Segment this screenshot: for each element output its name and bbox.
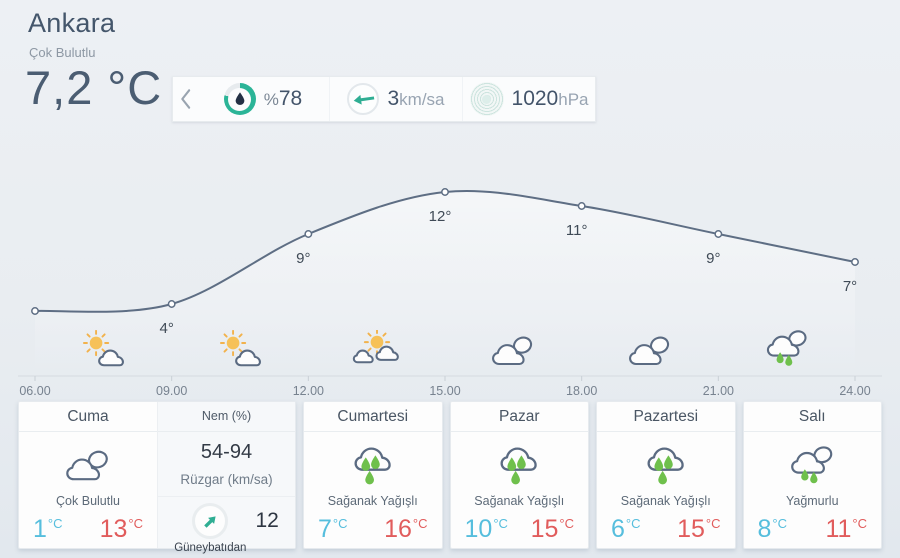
humidity-range: 54-94 (200, 441, 253, 463)
condition-label: Çok Bulutlu (56, 494, 120, 508)
current-temperature: 7,2 °C (25, 61, 163, 114)
wind-direction-label: Güneybatıdan (174, 542, 247, 554)
droplet-icon (228, 87, 252, 111)
hourly-temp-chart: 06.00 09.00 12.00 15.00 18.00 21.00 24.00 4° 9° 1… (0, 140, 900, 400)
low-temp: 8°C (757, 515, 788, 543)
forecast-card-sali[interactable]: Salı Yağmurlu 8°C 11°C (742, 401, 882, 549)
day-label: Cumartesi (304, 402, 442, 432)
day-label: Cuma (19, 402, 157, 432)
forecast-icon (61, 438, 115, 492)
humidity-gauge-icon (223, 83, 256, 115)
svg-text:09.00: 09.00 (156, 384, 187, 398)
svg-text:9°: 9° (296, 250, 310, 267)
svg-text:21.00: 21.00 (703, 384, 734, 398)
current-condition: Çok Bulutlu (29, 45, 96, 60)
forecast-icon (492, 438, 546, 492)
forecast-card-pazartesi[interactable]: Pazartesi Sağanak Yağışlı 6°C 15°C (596, 401, 736, 549)
high-temp: 15°C (530, 515, 574, 543)
svg-text:11°: 11° (566, 222, 588, 239)
high-temp: 15°C (677, 515, 721, 543)
pressure-unit: hPa (558, 90, 589, 109)
day-label: Salı (743, 402, 881, 432)
low-temp: 10°C (464, 515, 508, 543)
low-temp: 6°C (611, 515, 641, 543)
low-temp: 1°C (33, 515, 63, 543)
condition-label: Sağanak Yağışlı (474, 494, 565, 508)
high-temp: 11°C (825, 515, 867, 543)
humidity-stat: % 78 (197, 77, 329, 121)
forecast-card-cumartesi[interactable]: Cumartesi Sağanak Yağışlı 7°C 16°C (303, 401, 443, 549)
details-panel: Nem (%) 54-94 Rüzgar (km/sa) Güneybatıda… (157, 402, 295, 554)
forecast-day-panel: Cuma Çok Bulutlu 1°C 13°C (19, 402, 157, 548)
humidity-unit: % (263, 90, 279, 109)
day-label: Pazar (450, 402, 588, 432)
compass-arrow-icon (192, 503, 229, 539)
pressure-rings-icon (469, 82, 504, 116)
humidity-value: 78 (278, 87, 303, 110)
condition-label: Sağanak Yağışlı (327, 494, 418, 508)
low-temp: 7°C (318, 515, 348, 543)
chevron-left-icon[interactable] (173, 88, 197, 110)
pressure-stat: 1020 hPa (462, 77, 595, 121)
day-label: Pazartesi (597, 402, 735, 432)
condition-label: Sağanak Yağışlı (620, 494, 711, 508)
city-name: Ankara (28, 8, 116, 38)
svg-text:12°: 12° (429, 208, 452, 225)
forecast-card-pazar[interactable]: Pazar Sağanak Yağışlı 10°C 15°C (449, 401, 589, 549)
stats-bar: % 78 3 km/sa 1020 hPa (172, 76, 596, 122)
temperature-curve: 06.00 09.00 12.00 15.00 18.00 21.00 24.00 4° 9° 1… (0, 140, 900, 400)
wind-label: Rüzgar (km/sa) (158, 472, 295, 497)
svg-text:9°: 9° (706, 250, 720, 267)
svg-text:06.00: 06.00 (19, 384, 50, 398)
condition-label: Yağmurlu (785, 494, 839, 508)
forecast-card-cuma[interactable]: Cuma Çok Bulutlu 1°C 13°C Nem (%) 54-94 … (18, 401, 296, 554)
forecast-row: Cuma Çok Bulutlu 1°C 13°C Nem (%) 54-94 … (18, 401, 882, 554)
forecast-icon (639, 438, 693, 492)
wind-arrow-icon (347, 83, 380, 115)
high-temp: 13°C (99, 515, 143, 543)
wind-speed-value: 12 (255, 508, 279, 532)
high-temp: 16°C (384, 515, 428, 543)
forecast-icon (785, 438, 839, 492)
svg-text:7°: 7° (843, 278, 857, 295)
svg-text:18.00: 18.00 (566, 384, 597, 398)
wind-unit: km/sa (399, 90, 445, 109)
wind-stat: 3 km/sa (329, 77, 462, 121)
wind-value: 3 (387, 87, 400, 110)
pressure-value: 1020 (511, 87, 559, 110)
svg-text:15.00: 15.00 (429, 384, 460, 398)
forecast-icon (346, 438, 400, 492)
svg-text:12.00: 12.00 (293, 384, 324, 398)
svg-text:4°: 4° (159, 320, 173, 337)
svg-text:24.00: 24.00 (839, 384, 870, 398)
humidity-label: Nem (%) (158, 402, 295, 432)
pressure-rings-dot (482, 94, 492, 104)
